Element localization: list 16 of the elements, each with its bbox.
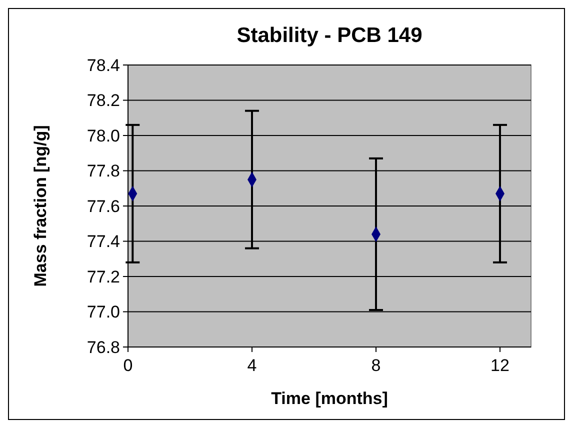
x-tick-label: 8 [371, 356, 381, 375]
x-axis-title: Time [months] [271, 389, 388, 408]
y-tick-label: 77.0 [86, 302, 120, 322]
y-tick-label: 77.4 [86, 232, 120, 252]
x-tick-label: 0 [123, 356, 133, 375]
y-tick-label: 77.6 [86, 196, 120, 216]
y-tick-label: 76.8 [86, 338, 120, 357]
x-tick-label: 12 [490, 356, 510, 375]
y-axis-title: Mass fraction [ng/g] [31, 125, 50, 287]
y-tick-label: 78.2 [86, 91, 120, 110]
y-tick-label: 78.0 [86, 126, 120, 146]
y-tick-label: 77.2 [86, 267, 120, 286]
y-tick-label: 77.8 [86, 162, 120, 181]
y-tick-label: 78.4 [86, 56, 120, 75]
x-tick-label: 4 [247, 356, 257, 375]
chart-title: Stability - PCB 149 [236, 24, 422, 47]
